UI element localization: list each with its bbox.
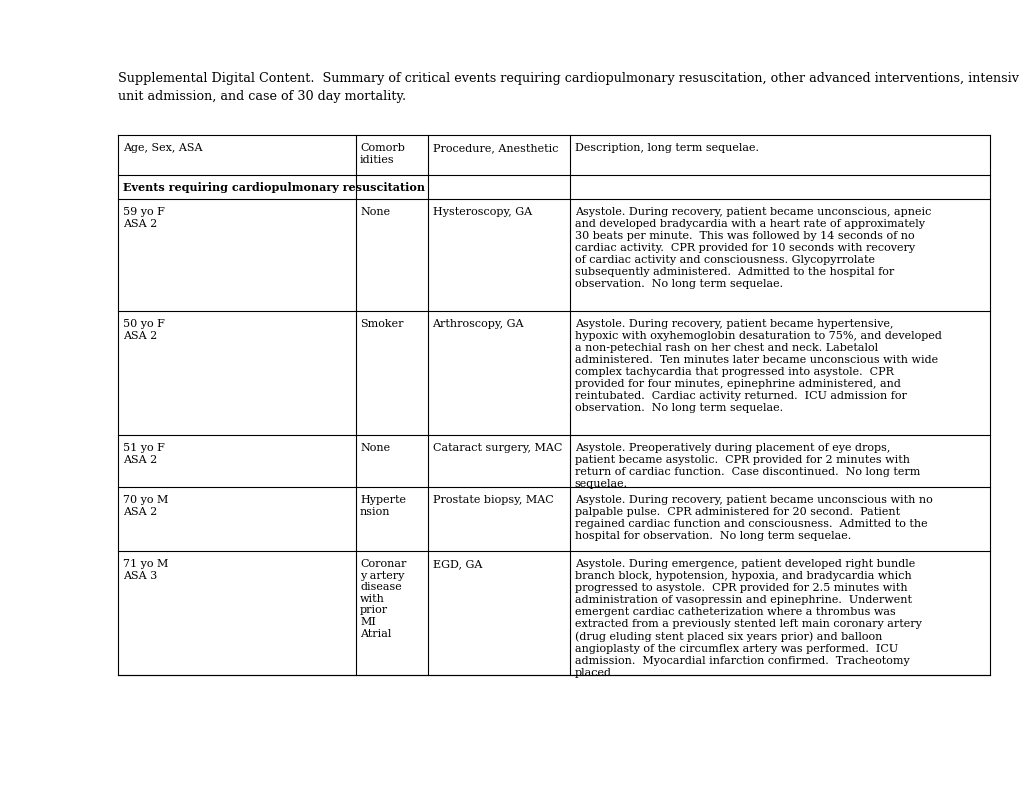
Text: Prostate biopsy, MAC: Prostate biopsy, MAC [432, 495, 552, 505]
Text: 51 yo F
ASA 2: 51 yo F ASA 2 [123, 443, 165, 465]
Text: Asystole. During recovery, patient became unconscious with no
palpable pulse.  C: Asystole. During recovery, patient becam… [574, 495, 931, 541]
Text: Procedure, Anesthetic: Procedure, Anesthetic [432, 143, 557, 153]
Text: Comorb
idities: Comorb idities [360, 143, 405, 165]
Text: Supplemental Digital Content.  Summary of critical events requiring cardiopulmon: Supplemental Digital Content. Summary of… [118, 72, 1019, 85]
Text: 70 yo M
ASA 2: 70 yo M ASA 2 [123, 495, 168, 517]
Text: Hyperte
nsion: Hyperte nsion [360, 495, 406, 517]
Text: Description, long term sequelae.: Description, long term sequelae. [574, 143, 758, 153]
Text: EGD, GA: EGD, GA [432, 559, 481, 569]
Text: Asystole. During emergence, patient developed right bundle
branch block, hypoten: Asystole. During emergence, patient deve… [574, 559, 921, 678]
Text: 59 yo F
ASA 2: 59 yo F ASA 2 [123, 207, 165, 229]
Text: None: None [360, 443, 390, 453]
Text: Asystole. During recovery, patient became hypertensive,
hypoxic with oxyhemoglob: Asystole. During recovery, patient becam… [574, 319, 941, 413]
Text: Asystole. During recovery, patient became unconscious, apneic
and developed brad: Asystole. During recovery, patient becam… [574, 207, 930, 289]
Text: Arthroscopy, GA: Arthroscopy, GA [432, 319, 524, 329]
Text: Events requiring cardiopulmonary resuscitation: Events requiring cardiopulmonary resusci… [123, 181, 425, 192]
Text: None: None [360, 207, 390, 217]
Text: Hysteroscopy, GA: Hysteroscopy, GA [432, 207, 531, 217]
Text: Coronar
y artery
disease
with
prior
MI
Atrial: Coronar y artery disease with prior MI A… [360, 559, 406, 638]
Text: unit admission, and case of 30 day mortality.: unit admission, and case of 30 day morta… [118, 90, 406, 103]
Text: 50 yo F
ASA 2: 50 yo F ASA 2 [123, 319, 165, 340]
Text: Smoker: Smoker [360, 319, 404, 329]
Text: Asystole. Preoperatively during placement of eye drops,
patient became asystolic: Asystole. Preoperatively during placemen… [574, 443, 919, 489]
Text: Cataract surgery, MAC: Cataract surgery, MAC [432, 443, 561, 453]
Text: Age, Sex, ASA: Age, Sex, ASA [123, 143, 203, 153]
Text: 71 yo M
ASA 3: 71 yo M ASA 3 [123, 559, 168, 581]
